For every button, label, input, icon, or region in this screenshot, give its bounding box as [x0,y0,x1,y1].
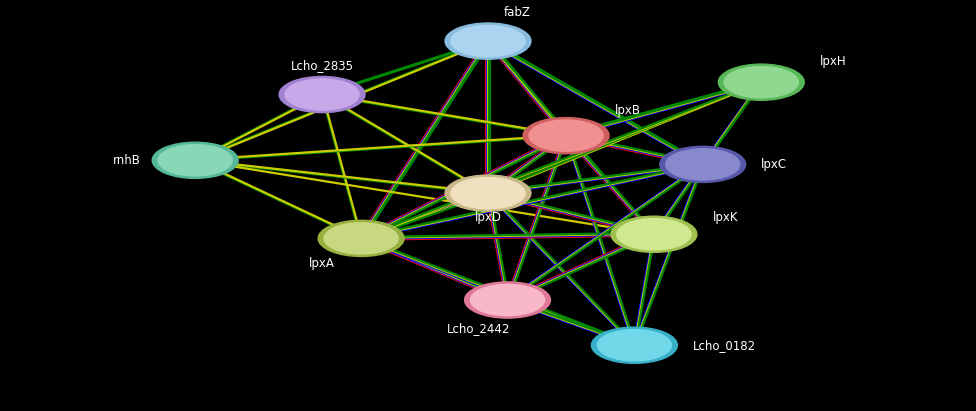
Circle shape [724,67,798,98]
Text: lpxD: lpxD [474,211,502,224]
Circle shape [660,146,746,182]
Circle shape [445,23,531,59]
Circle shape [285,79,359,110]
Text: lpxB: lpxB [615,104,641,118]
Circle shape [318,220,404,256]
Circle shape [152,142,238,178]
Circle shape [470,284,545,316]
Text: lpxK: lpxK [712,211,738,224]
Circle shape [529,120,603,151]
Text: fabZ: fabZ [504,6,531,19]
Text: Lcho_0182: Lcho_0182 [693,339,756,352]
Circle shape [158,145,232,176]
Circle shape [611,216,697,252]
Circle shape [324,223,398,254]
Text: rnhB: rnhB [113,154,141,167]
Text: lpxA: lpxA [309,256,335,270]
Text: lpxH: lpxH [820,55,846,68]
Circle shape [597,330,671,361]
Text: Lcho_2835: Lcho_2835 [291,59,353,72]
Circle shape [445,175,531,211]
Text: lpxC: lpxC [761,158,788,171]
Text: Lcho_2442: Lcho_2442 [447,322,509,335]
Circle shape [279,76,365,113]
Circle shape [465,282,550,318]
Circle shape [451,25,525,57]
Circle shape [523,118,609,154]
Circle shape [666,149,740,180]
Circle shape [617,219,691,250]
Circle shape [591,327,677,363]
Circle shape [451,178,525,209]
Circle shape [718,64,804,100]
